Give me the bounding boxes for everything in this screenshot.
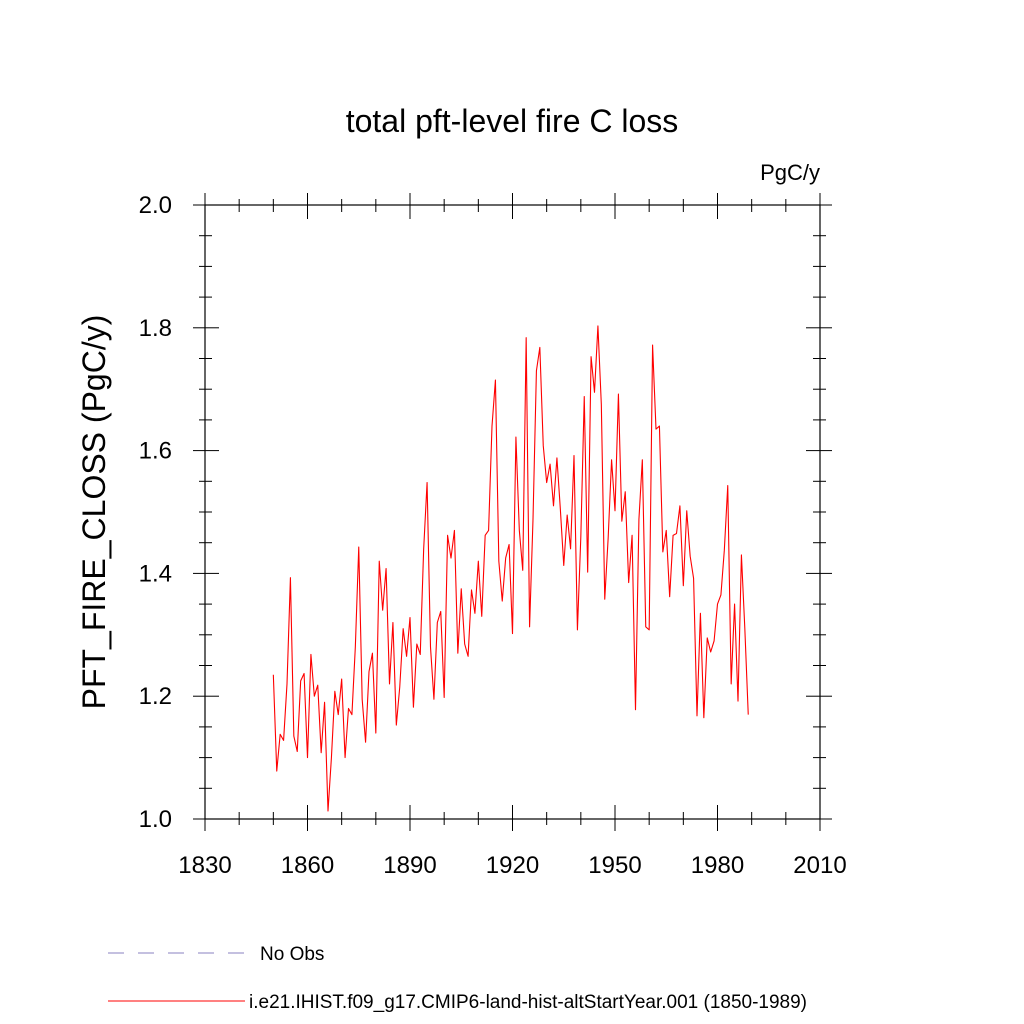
axes: 1830 1860 1890 1920 1950 1980 2010 1.0 1.2 1.4 1.6… — [139, 192, 847, 879]
x-tick-label: 1980 — [691, 852, 744, 879]
series-line — [272, 325, 749, 812]
y-tick-label: 1.0 — [139, 806, 172, 833]
units-label: PgC/y — [760, 160, 820, 185]
y-tick-label: 1.2 — [139, 683, 172, 710]
series-layer — [272, 325, 749, 812]
x-tick-label: 1890 — [383, 852, 436, 879]
y-axis-label: PFT_FIRE_CLOSS (PgC/y) — [76, 315, 112, 710]
x-tick-label: 1920 — [486, 852, 539, 879]
y-tick-label: 1.8 — [139, 315, 172, 342]
x-tick-label: 1860 — [281, 852, 334, 879]
y-tick-label: 1.4 — [139, 560, 172, 587]
x-tick-label: 1830 — [178, 852, 231, 879]
legend: No Obs i.e21.IHIST.f09_g17.CMIP6-land-hi… — [108, 944, 807, 1013]
legend-series-label: i.e21.IHIST.f09_g17.CMIP6-land-hist-altS… — [249, 992, 807, 1013]
y-tick-label: 2.0 — [139, 192, 172, 219]
chart-title: total pft-level fire C loss — [346, 103, 679, 139]
x-tick-label: 1950 — [588, 852, 641, 879]
legend-no-obs-label: No Obs — [260, 944, 324, 965]
x-tick-label: 2010 — [793, 852, 846, 879]
y-tick-label: 1.6 — [139, 438, 172, 465]
